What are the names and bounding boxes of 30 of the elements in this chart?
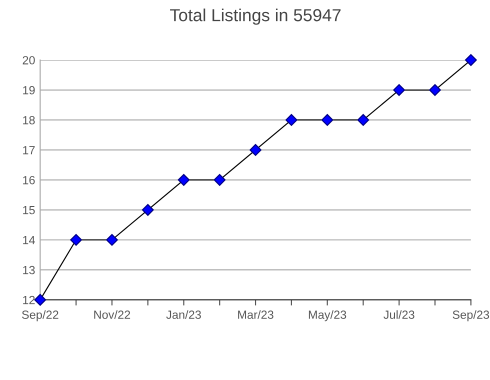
point [393,84,406,96]
point [142,204,154,216]
point [250,144,262,156]
point [34,294,46,306]
point [285,114,298,126]
y-tick-label: 13 [23,266,35,274]
y-tick-label: 20 [22,56,35,64]
point [214,174,226,186]
point [357,114,370,126]
y-tick-label: 19 [23,86,35,94]
point [464,54,477,66]
y-tick-label: 16 [23,176,35,184]
point [429,84,441,96]
point [321,114,334,126]
x-tick-label: Jul/23 [384,310,414,319]
y-tick-label: 14 [23,236,35,244]
chart-title: Total Listings in 55947 [170,8,341,25]
y-tick-label: 18 [23,116,35,124]
y-tick-label: 17 [23,146,35,154]
y-tick-label: 15 [23,206,35,214]
point [106,234,118,246]
x-tick-label: May/23 [308,310,346,322]
x-tick-label: Mar/23 [238,310,274,319]
x-tick-label: Sep/23 [452,310,490,322]
x-tick-label: Jan/23 [166,310,201,319]
x-tick-label: Sep/22 [22,310,58,322]
y-tick-label: 12 [23,296,35,304]
x-tick-label: Nov/22 [94,310,130,319]
point [178,174,190,186]
point [70,234,82,246]
